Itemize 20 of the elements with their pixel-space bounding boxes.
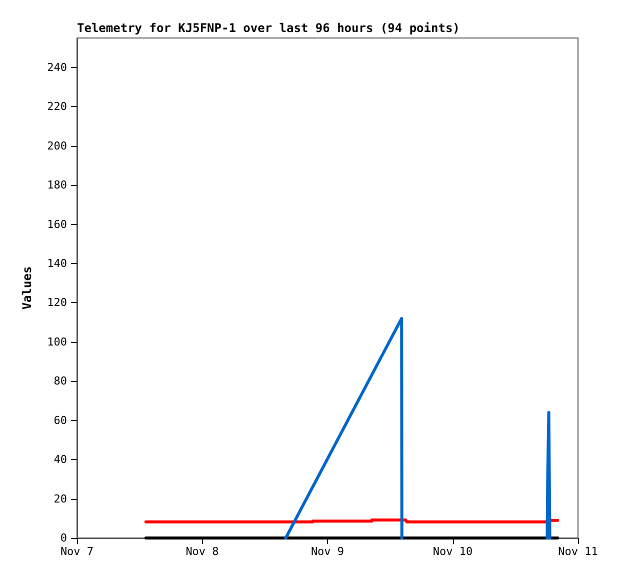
y-tick-label: 220 xyxy=(47,100,67,114)
x-tick-label: Nov 7 xyxy=(60,545,94,558)
y-tick-label: 120 xyxy=(47,296,67,310)
y-tick-label: 160 xyxy=(47,218,67,231)
y-tick-label: 60 xyxy=(54,414,67,427)
y-tick-label: 140 xyxy=(47,256,67,270)
y-axis-title: Values xyxy=(20,266,34,310)
y-tick-label: 240 xyxy=(47,60,67,74)
x-tick-label: Nov 10 xyxy=(432,545,473,558)
x-tick-label: Nov 11 xyxy=(558,545,598,558)
y-tick-label: 100 xyxy=(47,335,67,348)
x-tick-label: Nov 8 xyxy=(186,545,219,558)
y-tick-label: 180 xyxy=(47,178,67,192)
y-tick-label: 200 xyxy=(47,139,67,152)
y-tick-label: 0 xyxy=(60,532,67,544)
y-tick-label: 40 xyxy=(54,453,67,466)
y-tick-label: 80 xyxy=(54,374,67,388)
y-tick-label: 20 xyxy=(54,492,67,506)
chart-title: Telemetry for KJ5FNP-1 over last 96 hours (94 points) xyxy=(77,21,460,35)
x-tick-label: Nov 9 xyxy=(310,545,344,558)
